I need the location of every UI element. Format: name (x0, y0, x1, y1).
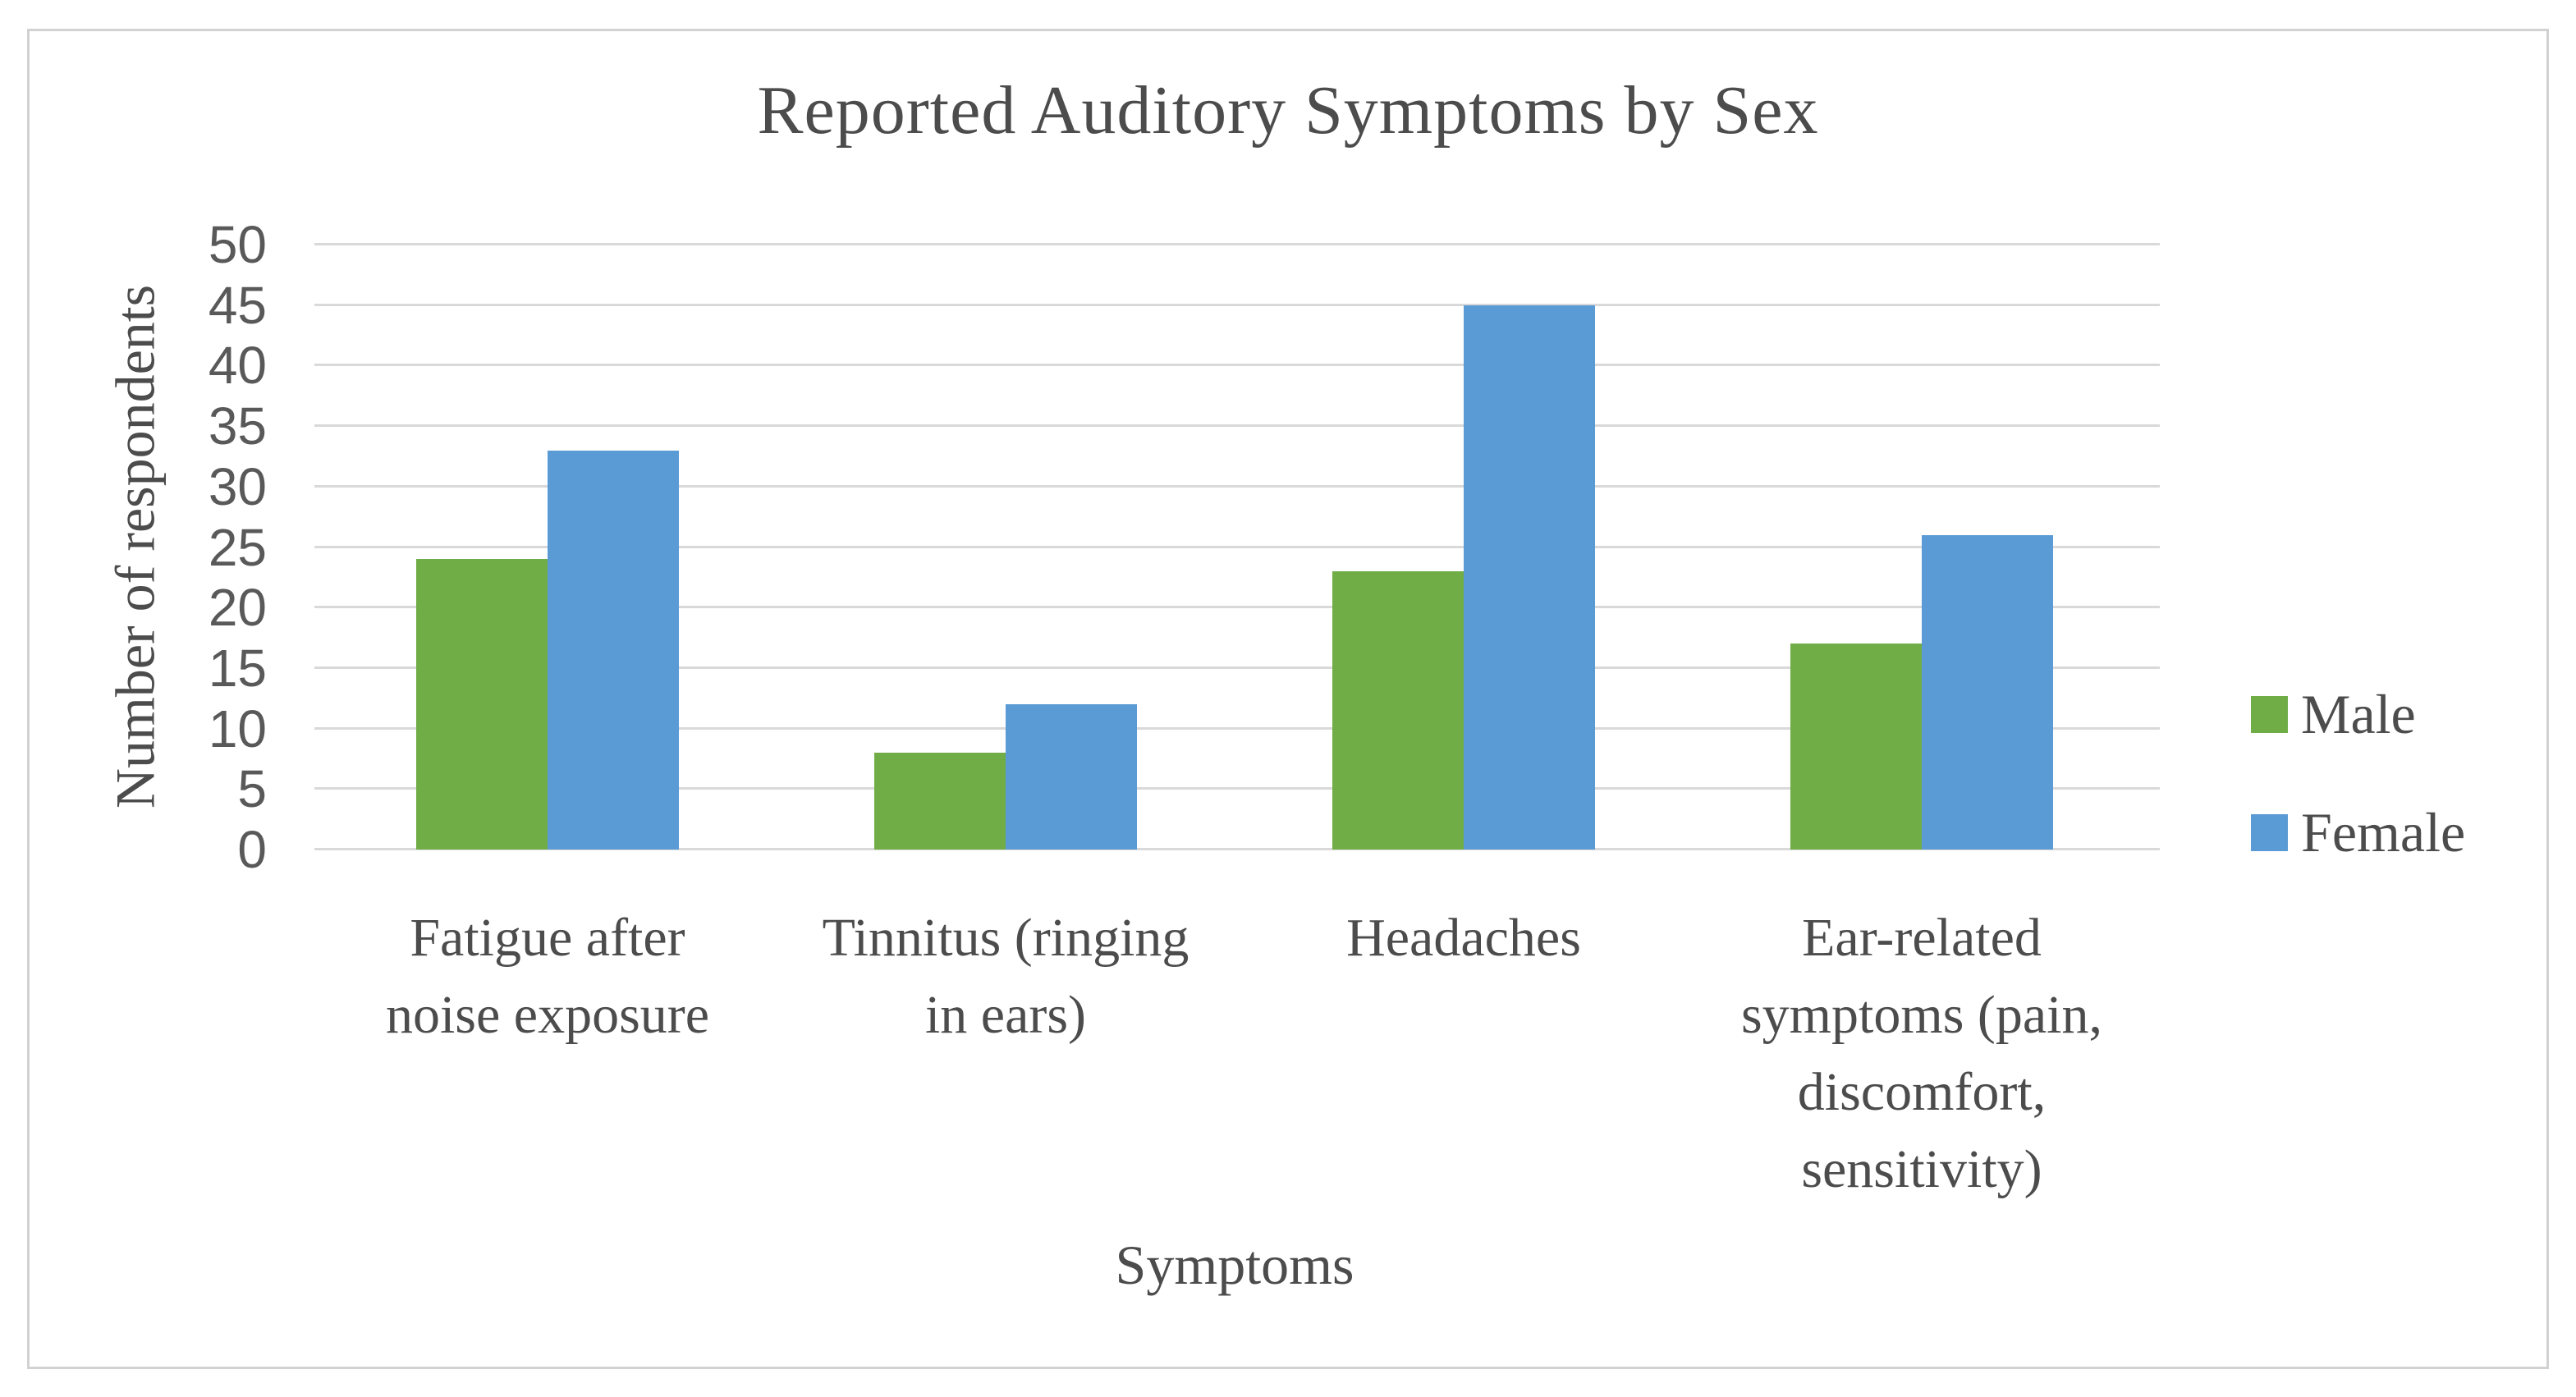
legend-label-male: Male (2301, 683, 2416, 745)
gridline-0 (314, 848, 2160, 850)
legend-label-female: Female (2301, 801, 2466, 863)
gridline-15 (314, 666, 2160, 669)
y-tick-label-35: 35 (208, 396, 267, 456)
bar-female-cat0 (548, 451, 679, 850)
gridline-20 (314, 606, 2160, 609)
y-tick-label-45: 45 (208, 275, 267, 335)
legend-swatch-male-icon (2251, 695, 2288, 733)
x-category-label-3: Ear-related symptoms (pain, discomfort, … (1741, 908, 2102, 1199)
legend-swatch-female-icon (2251, 813, 2288, 851)
legend: Male Female (2251, 683, 2546, 940)
x-axis-title: Symptoms (1115, 1234, 1354, 1296)
legend-item-female: Female (2251, 801, 2466, 863)
gridline-25 (314, 545, 2160, 548)
gridline-5 (314, 787, 2160, 790)
y-tick-label-15: 15 (208, 638, 267, 698)
y-tick-label-0: 0 (237, 820, 267, 879)
x-category-label-2: Headaches (1346, 908, 1581, 968)
gridline-10 (314, 726, 2160, 730)
bar-male-cat2 (1332, 571, 1464, 850)
y-tick-label-40: 40 (208, 336, 267, 396)
bar-female-cat3 (1922, 535, 2053, 850)
y-tick-label-30: 30 (208, 456, 267, 516)
gridline-30 (314, 484, 2160, 488)
x-category-label-0: Fatigue after noise exposure (385, 908, 710, 1045)
y-tick-label-5: 5 (237, 759, 267, 819)
legend-item-male: Male (2251, 683, 2416, 745)
bar-female-cat2 (1464, 305, 1595, 850)
y-tick-label-20: 20 (208, 578, 267, 638)
bar-male-cat1 (874, 753, 1006, 850)
chart-title: Reported Auditory Symptoms by Sex (757, 72, 1819, 149)
bar-male-cat3 (1790, 644, 1922, 850)
bar-female-cat1 (1006, 704, 1137, 850)
y-tick-label-50: 50 (208, 215, 267, 274)
y-tick-label-10: 10 (208, 698, 267, 758)
gridline-40 (314, 364, 2160, 367)
y-tick-label-25: 25 (208, 517, 267, 577)
x-category-label-1: Tinnitus (ringing in ears) (822, 908, 1189, 1045)
gridline-50 (314, 243, 2160, 245)
gridline-45 (314, 303, 2160, 306)
y-axis-title: Number of respondents (103, 284, 167, 809)
gridline-35 (314, 424, 2160, 428)
bar-male-cat0 (416, 559, 548, 850)
